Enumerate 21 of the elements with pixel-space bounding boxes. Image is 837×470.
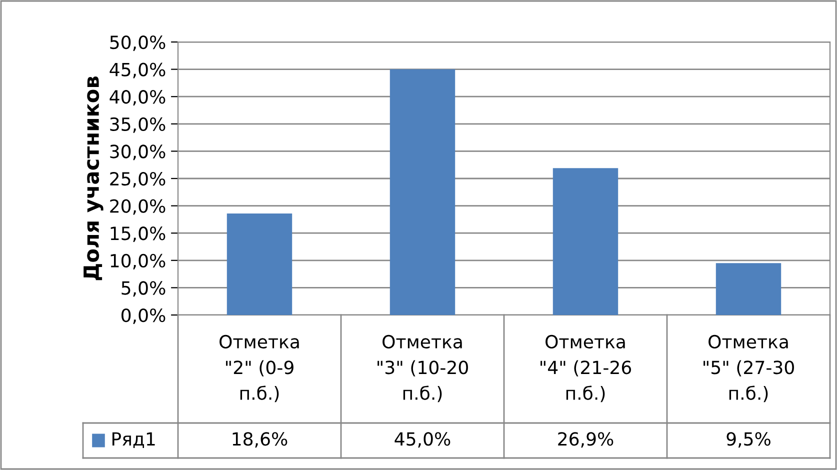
x-tick-label: Отметка "2" (0-9 п.б.) [220, 334, 299, 402]
y-tick-label: 20,0% [110, 199, 166, 215]
y-tick-label: 5,0% [122, 281, 166, 297]
x-tick-label: Отметка "5" (27-30 п.б.) [704, 334, 794, 402]
y-tick-label: 10,0% [110, 254, 166, 270]
y-axis-title: Доля участников [84, 76, 104, 280]
y-tick-label: 25,0% [110, 172, 166, 188]
y-tick-label: 30,0% [110, 144, 166, 160]
x-tick-label: Отметка "4" (21-26 п.б.) [540, 334, 632, 402]
y-tick-label: 15,0% [110, 226, 166, 242]
data-label: 26,9% [558, 432, 614, 448]
legend-label: Ряд1 [112, 432, 155, 448]
data-label: 18,6% [232, 432, 288, 448]
y-tick-label: 45,0% [110, 62, 166, 78]
y-tick-label: 40,0% [110, 90, 166, 106]
data-label: 45,0% [394, 432, 450, 448]
data-label: 9,5% [726, 432, 770, 448]
y-tick-label: 50,0% [110, 35, 166, 51]
x-tick-label: Отметка "3" (10-20 п.б.) [378, 334, 468, 402]
y-tick-label: 35,0% [110, 117, 166, 133]
y-tick-label: 0,0% [122, 308, 166, 324]
